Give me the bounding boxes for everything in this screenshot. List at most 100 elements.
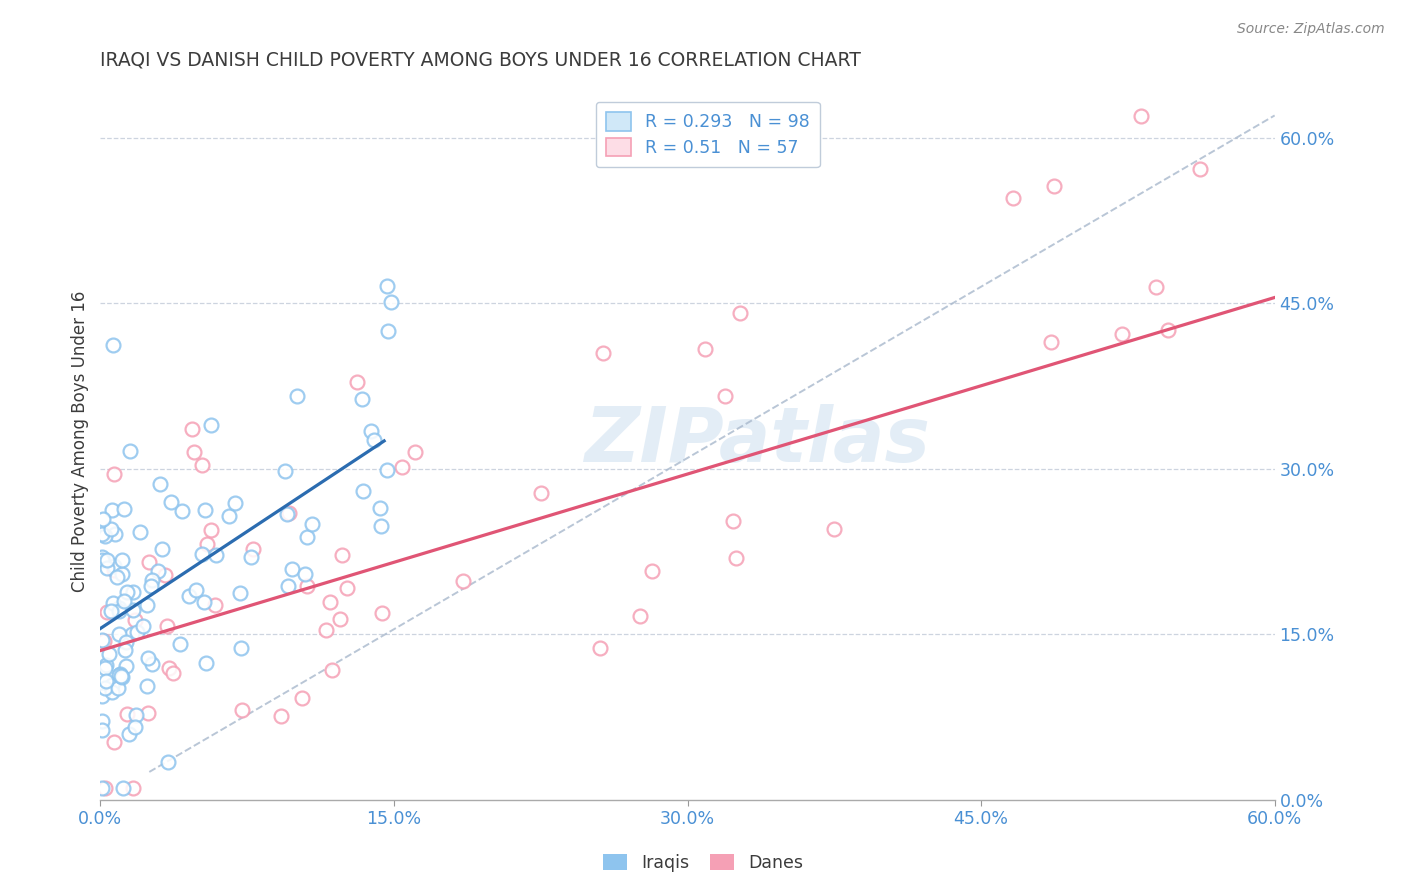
Point: [336, 582, 359, 596]
Point: [277, 506, 299, 520]
Point: [224, 496, 246, 510]
Point: [301, 517, 323, 532]
Point: [110, 669, 132, 683]
Point: [404, 445, 426, 459]
Point: [91, 690, 114, 704]
Point: [157, 661, 180, 675]
Point: [391, 459, 413, 474]
Point: [91, 723, 114, 738]
Point: [101, 503, 124, 517]
Point: [281, 562, 304, 576]
Point: [451, 574, 474, 588]
Point: [181, 422, 204, 436]
Point: [377, 324, 399, 338]
Point: [96, 673, 118, 688]
Point: [229, 641, 252, 656]
Point: [124, 720, 146, 734]
Point: [270, 709, 292, 723]
Point: [141, 579, 163, 593]
Point: [328, 611, 350, 625]
Point: [1002, 190, 1025, 204]
Point: [184, 583, 207, 598]
Point: [94, 658, 117, 673]
Point: [115, 706, 138, 721]
Point: [122, 602, 145, 616]
Point: [191, 547, 214, 561]
Point: [103, 559, 125, 574]
Point: [205, 549, 228, 563]
Point: [155, 618, 177, 632]
Point: [371, 606, 394, 620]
Point: [346, 375, 368, 389]
Point: [112, 594, 135, 608]
Point: [1043, 178, 1066, 193]
Point: [91, 714, 114, 728]
Point: [156, 755, 179, 769]
Point: [91, 527, 114, 541]
Point: [721, 514, 744, 528]
Point: [107, 604, 129, 618]
Point: [231, 703, 253, 717]
Point: [108, 666, 131, 681]
Point: [103, 735, 125, 749]
Point: [628, 608, 651, 623]
Point: [155, 567, 177, 582]
Point: [162, 665, 184, 680]
Point: [101, 596, 124, 610]
Point: [115, 584, 138, 599]
Point: [96, 553, 118, 567]
Point: [135, 679, 157, 693]
Point: [91, 550, 114, 565]
Point: [695, 342, 717, 356]
Point: [111, 567, 134, 582]
Point: [94, 681, 117, 695]
Point: [592, 345, 614, 359]
Point: [277, 579, 299, 593]
Point: [242, 542, 264, 557]
Point: [240, 549, 263, 564]
Point: [101, 678, 124, 692]
Point: [360, 424, 382, 438]
Point: [380, 295, 402, 310]
Point: [93, 660, 115, 674]
Point: [169, 637, 191, 651]
Point: [193, 595, 215, 609]
Point: [377, 279, 399, 293]
Point: [713, 389, 735, 403]
Point: [93, 781, 115, 796]
Point: [1130, 109, 1153, 123]
Point: [195, 656, 218, 670]
Point: [111, 552, 134, 566]
Point: [294, 567, 316, 582]
Point: [100, 605, 122, 619]
Point: [107, 681, 129, 695]
Point: [285, 388, 308, 402]
Point: [108, 667, 131, 681]
Point: [229, 586, 252, 600]
Point: [141, 657, 163, 672]
Point: [125, 707, 148, 722]
Point: [177, 589, 200, 603]
Point: [103, 563, 125, 577]
Point: [103, 467, 125, 481]
Point: [141, 573, 163, 587]
Legend: R = 0.293   N = 98, R = 0.51   N = 57: R = 0.293 N = 98, R = 0.51 N = 57: [596, 102, 820, 168]
Point: [149, 476, 172, 491]
Point: [91, 633, 114, 648]
Point: [530, 486, 553, 500]
Point: [120, 444, 142, 458]
Point: [101, 685, 124, 699]
Point: [96, 561, 118, 575]
Point: [195, 536, 218, 550]
Point: [370, 519, 392, 533]
Point: [352, 484, 374, 499]
Point: [125, 624, 148, 639]
Point: [295, 530, 318, 544]
Point: [1144, 279, 1167, 293]
Point: [117, 726, 139, 740]
Point: [823, 522, 845, 536]
Point: [98, 647, 121, 661]
Point: [274, 464, 297, 478]
Point: [363, 434, 385, 448]
Point: [100, 522, 122, 536]
